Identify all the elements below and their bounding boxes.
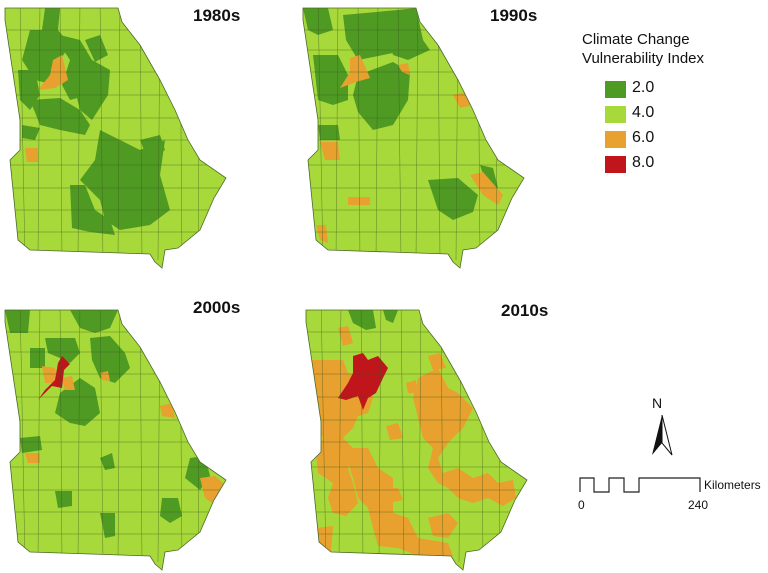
decade-label: 2010s [501,301,549,320]
legend-swatch [605,106,626,123]
legend-swatch [605,81,626,98]
decade-label: 1990s [490,6,538,25]
legend-item-8: 8.0 [605,153,704,178]
north-label: N [652,395,663,411]
scale-bar-graphic [579,477,701,493]
north-arrow-icon [652,415,673,456]
legend-item-4: 4.0 [605,103,704,128]
legend-title-line2: Vulnerability Index [582,50,705,67]
map-panel-2010s: 2010s [298,298,588,573]
legend-title-line1: Climate Change [582,31,690,48]
scale-bar: Kilometers 0 240 [578,476,761,512]
georgia-map-2000s [4,309,227,571]
scale-unit: Kilometers [704,478,761,492]
decade-label: 1980s [193,6,241,25]
legend-item-6: 6.0 [605,128,704,153]
georgia-map-1990s [302,7,525,269]
legend: Climate Change Vulnerability Index 2.0 4… [582,30,704,178]
legend-label: 8.0 [632,154,655,171]
legend-label: 4.0 [632,104,655,121]
georgia-map-1980s [4,7,227,269]
georgia-map-2010s [305,309,528,571]
map-panel-1990s: 1990s [298,0,588,285]
legend-label: 6.0 [632,129,655,146]
legend-label: 2.0 [632,79,655,96]
decade-label: 2000s [193,298,241,317]
legend-swatch [605,131,626,148]
legend-item-2: 2.0 [605,78,704,103]
map-panel-1980s: 1980s [0,0,290,285]
scale-end: 240 [688,498,709,512]
scale-start: 0 [578,498,585,512]
map-panel-2000s: 2000s [0,298,290,573]
legend-swatch [605,156,626,173]
